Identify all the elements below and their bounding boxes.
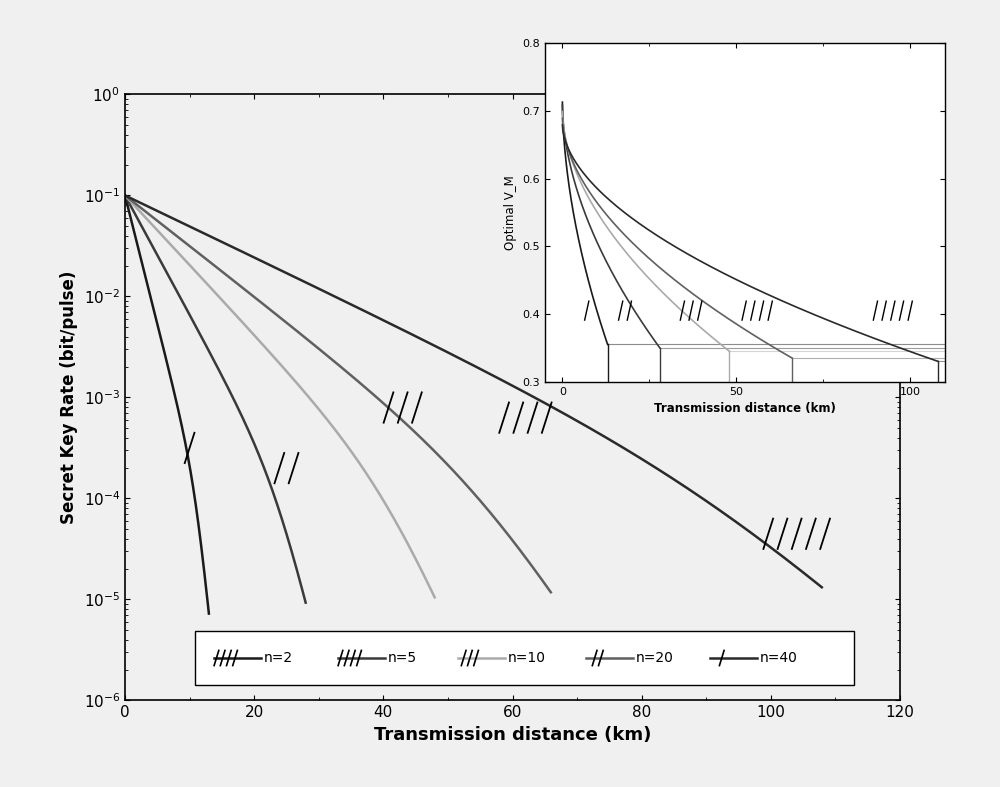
X-axis label: Transmission distance (km): Transmission distance (km) [654, 402, 836, 415]
Bar [195, 630, 854, 685]
Text: n=20: n=20 [636, 651, 674, 665]
Text: n=5: n=5 [388, 651, 417, 665]
Text: n=40: n=40 [760, 651, 798, 665]
X-axis label: Transmission distance (km): Transmission distance (km) [374, 726, 651, 744]
Y-axis label: Secret Key Rate (bit/pulse): Secret Key Rate (bit/pulse) [60, 271, 78, 524]
Text: n=2: n=2 [264, 651, 293, 665]
Y-axis label: Optimal V_M: Optimal V_M [504, 176, 517, 249]
Text: n=10: n=10 [508, 651, 546, 665]
